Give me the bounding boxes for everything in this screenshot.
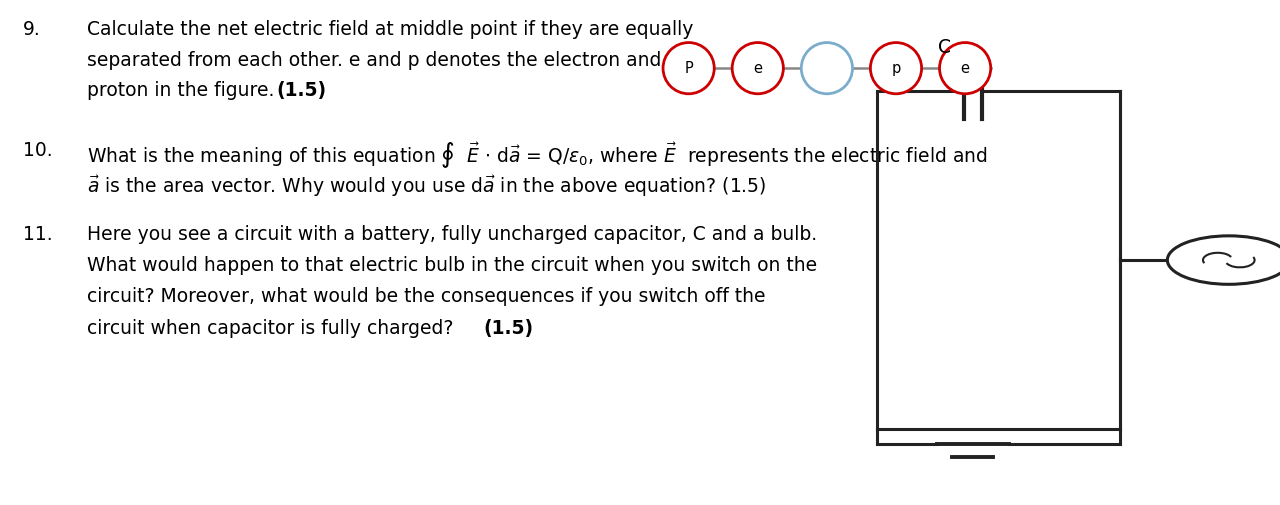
Text: 10.: 10. — [23, 141, 52, 161]
Text: circuit when capacitor is fully charged?: circuit when capacitor is fully charged? — [87, 319, 460, 338]
Text: proton in the figure.: proton in the figure. — [87, 81, 280, 100]
Text: C: C — [938, 38, 951, 58]
Text: e: e — [960, 61, 970, 76]
Text: separated from each other. e and p denotes the electron and: separated from each other. e and p denot… — [87, 50, 662, 70]
Text: 9.: 9. — [23, 20, 41, 39]
Text: 11.: 11. — [23, 225, 52, 244]
Text: Calculate the net electric field at middle point if they are equally: Calculate the net electric field at midd… — [87, 20, 694, 39]
Ellipse shape — [663, 42, 714, 94]
Ellipse shape — [732, 42, 783, 94]
Text: e: e — [753, 61, 763, 76]
Text: p: p — [891, 61, 901, 76]
Text: (1.5): (1.5) — [484, 319, 534, 338]
Text: What would happen to that electric bulb in the circuit when you switch on the: What would happen to that electric bulb … — [87, 256, 817, 275]
Ellipse shape — [801, 42, 852, 94]
Text: Here you see a circuit with a battery, fully uncharged capacitor, C and a bulb.: Here you see a circuit with a battery, f… — [87, 225, 817, 244]
Text: (1.5): (1.5) — [276, 81, 326, 100]
Text: $\vec{a}$ is the area vector. Why would you use d$\vec{a}$ in the above equation: $\vec{a}$ is the area vector. Why would … — [87, 174, 767, 199]
Circle shape — [1167, 236, 1280, 284]
Text: P: P — [685, 61, 692, 76]
Ellipse shape — [870, 42, 922, 94]
Text: What is the meaning of this equation $\oint$  $\vec{E}$ $\cdot$ d$\vec{a}$ = Q/$: What is the meaning of this equation $\o… — [87, 141, 988, 172]
Ellipse shape — [940, 42, 991, 94]
Text: circuit? Moreover, what would be the consequences if you switch off the: circuit? Moreover, what would be the con… — [87, 287, 765, 307]
